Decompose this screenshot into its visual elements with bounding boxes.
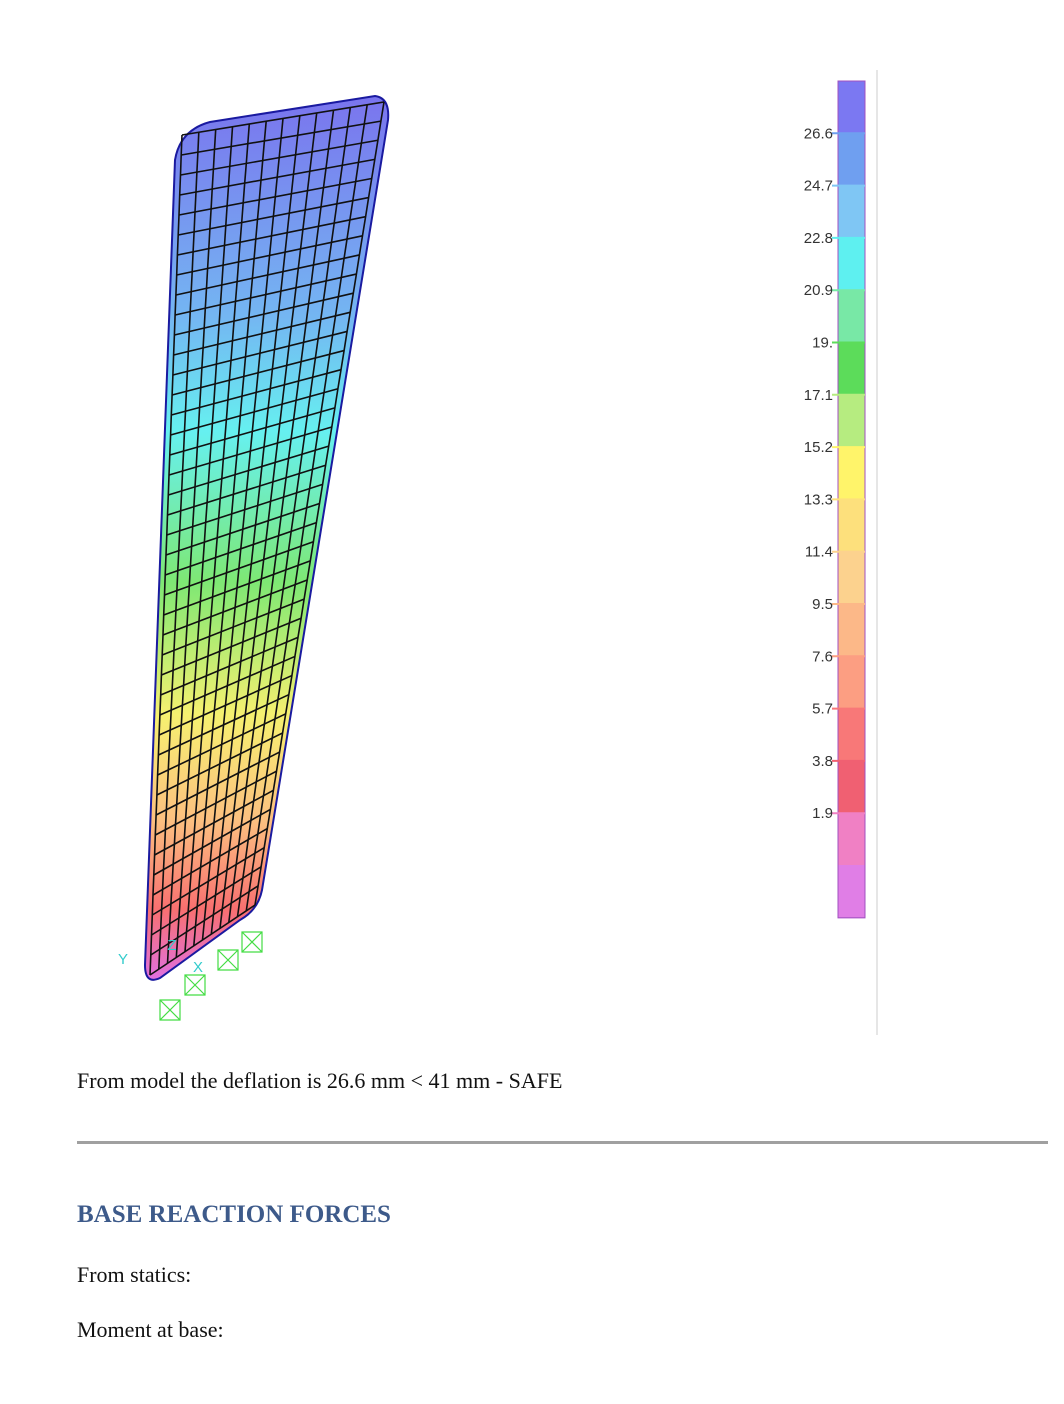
axis-letter: X [193,959,203,976]
legend-band [837,342,866,396]
mesh-line [171,368,342,416]
legend-label: 5.7 [812,701,833,718]
legend-label: 26.6 [804,125,833,142]
legend-band [837,551,866,605]
mesh-line [177,215,366,256]
mesh-line [149,904,256,976]
legend-band [837,760,866,814]
legend-band [837,498,866,553]
legend-band [837,394,866,448]
mesh-line [161,617,302,676]
separator [77,1141,1048,1144]
text-line: From statics: [77,1262,192,1287]
mesh-line [179,158,375,196]
legend-band [837,812,866,867]
mesh-line [158,693,290,756]
figure: 26.6 24.7 22.8 20.9 19. 17.1 15.2 13.3 11.4 9.5 7.… [118,70,878,1035]
mesh-line [152,827,268,896]
mesh-line [178,177,372,216]
legend-band [837,655,866,710]
mesh-line [163,560,311,616]
axis-letter: Y [118,951,128,968]
legend-band [837,132,866,187]
legend-label: 3.8 [812,753,833,770]
mesh-line [174,292,354,336]
mesh-line [168,426,333,476]
mesh-line [181,101,385,136]
mesh-line [151,866,262,936]
legend-band [837,865,866,919]
legend: 26.6 24.7 22.8 20.9 19. 17.1 15.2 13.3 11.4 9.5 7.… [804,80,866,919]
mesh-line [167,464,326,516]
supports [159,931,263,1021]
legend-label: 17.1 [804,387,833,404]
mesh-line [158,674,293,736]
paragraph: From model the deflation is 26.6 mm < 41… [77,1068,563,1093]
legend-band [837,80,866,134]
legend-label: 7.6 [812,648,833,665]
mesh-line [150,885,259,956]
legend-band [837,185,866,239]
mesh-line [173,311,351,356]
mesh-line [157,713,287,776]
mesh-line [162,579,308,636]
legend-label: 19. [812,334,833,351]
legend-band [837,289,866,344]
legend-label: 11.4 [805,544,833,561]
mesh-line [171,349,345,396]
mesh-line [160,636,299,696]
mesh-line [180,139,378,176]
legend-band [837,237,866,291]
mesh-line [164,521,317,576]
legend-label: 15.2 [804,439,833,456]
mesh-line [164,540,314,596]
legend-label: 1.9 [812,805,833,822]
text-line: Moment at base: [77,1317,224,1342]
mesh-line [176,235,363,276]
axis-letter: Z [167,937,176,954]
mesh-line [153,808,271,876]
mesh-line [151,846,265,916]
legend-label: 9.5 [812,596,833,613]
mesh-line [161,598,305,656]
mesh-line [181,120,382,156]
legend-label: 22.8 [804,230,833,247]
mesh-line [172,330,348,376]
mesh-line [170,388,339,436]
legend-label: 24.7 [804,178,833,195]
mesh-line [178,196,369,236]
mesh-line [159,655,296,716]
mesh-line [175,254,360,296]
mesh-line [174,273,357,316]
legend-label: 20.9 [804,282,833,299]
legend-label: 13.3 [804,491,833,508]
legend-band [837,708,866,762]
mesh-line [165,502,320,556]
section-heading: BASE REACTION FORCES [77,1201,391,1228]
mesh-line [154,789,274,856]
mesh-line [169,407,336,456]
legend-band [837,603,866,657]
mesh [149,101,385,976]
mesh-line [156,732,283,796]
mesh-line [166,483,323,536]
mesh-line [155,751,280,816]
mesh-line [154,770,277,836]
legend-band [837,446,866,500]
mesh-line [168,445,329,496]
